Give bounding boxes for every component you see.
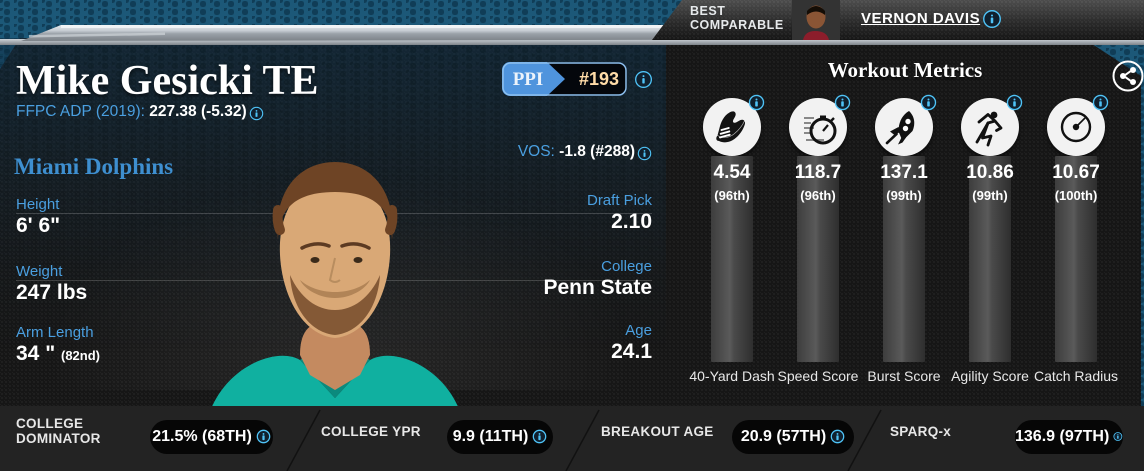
svg-text:PPI: PPI — [513, 69, 544, 90]
svg-text:#193: #193 — [579, 69, 619, 89]
